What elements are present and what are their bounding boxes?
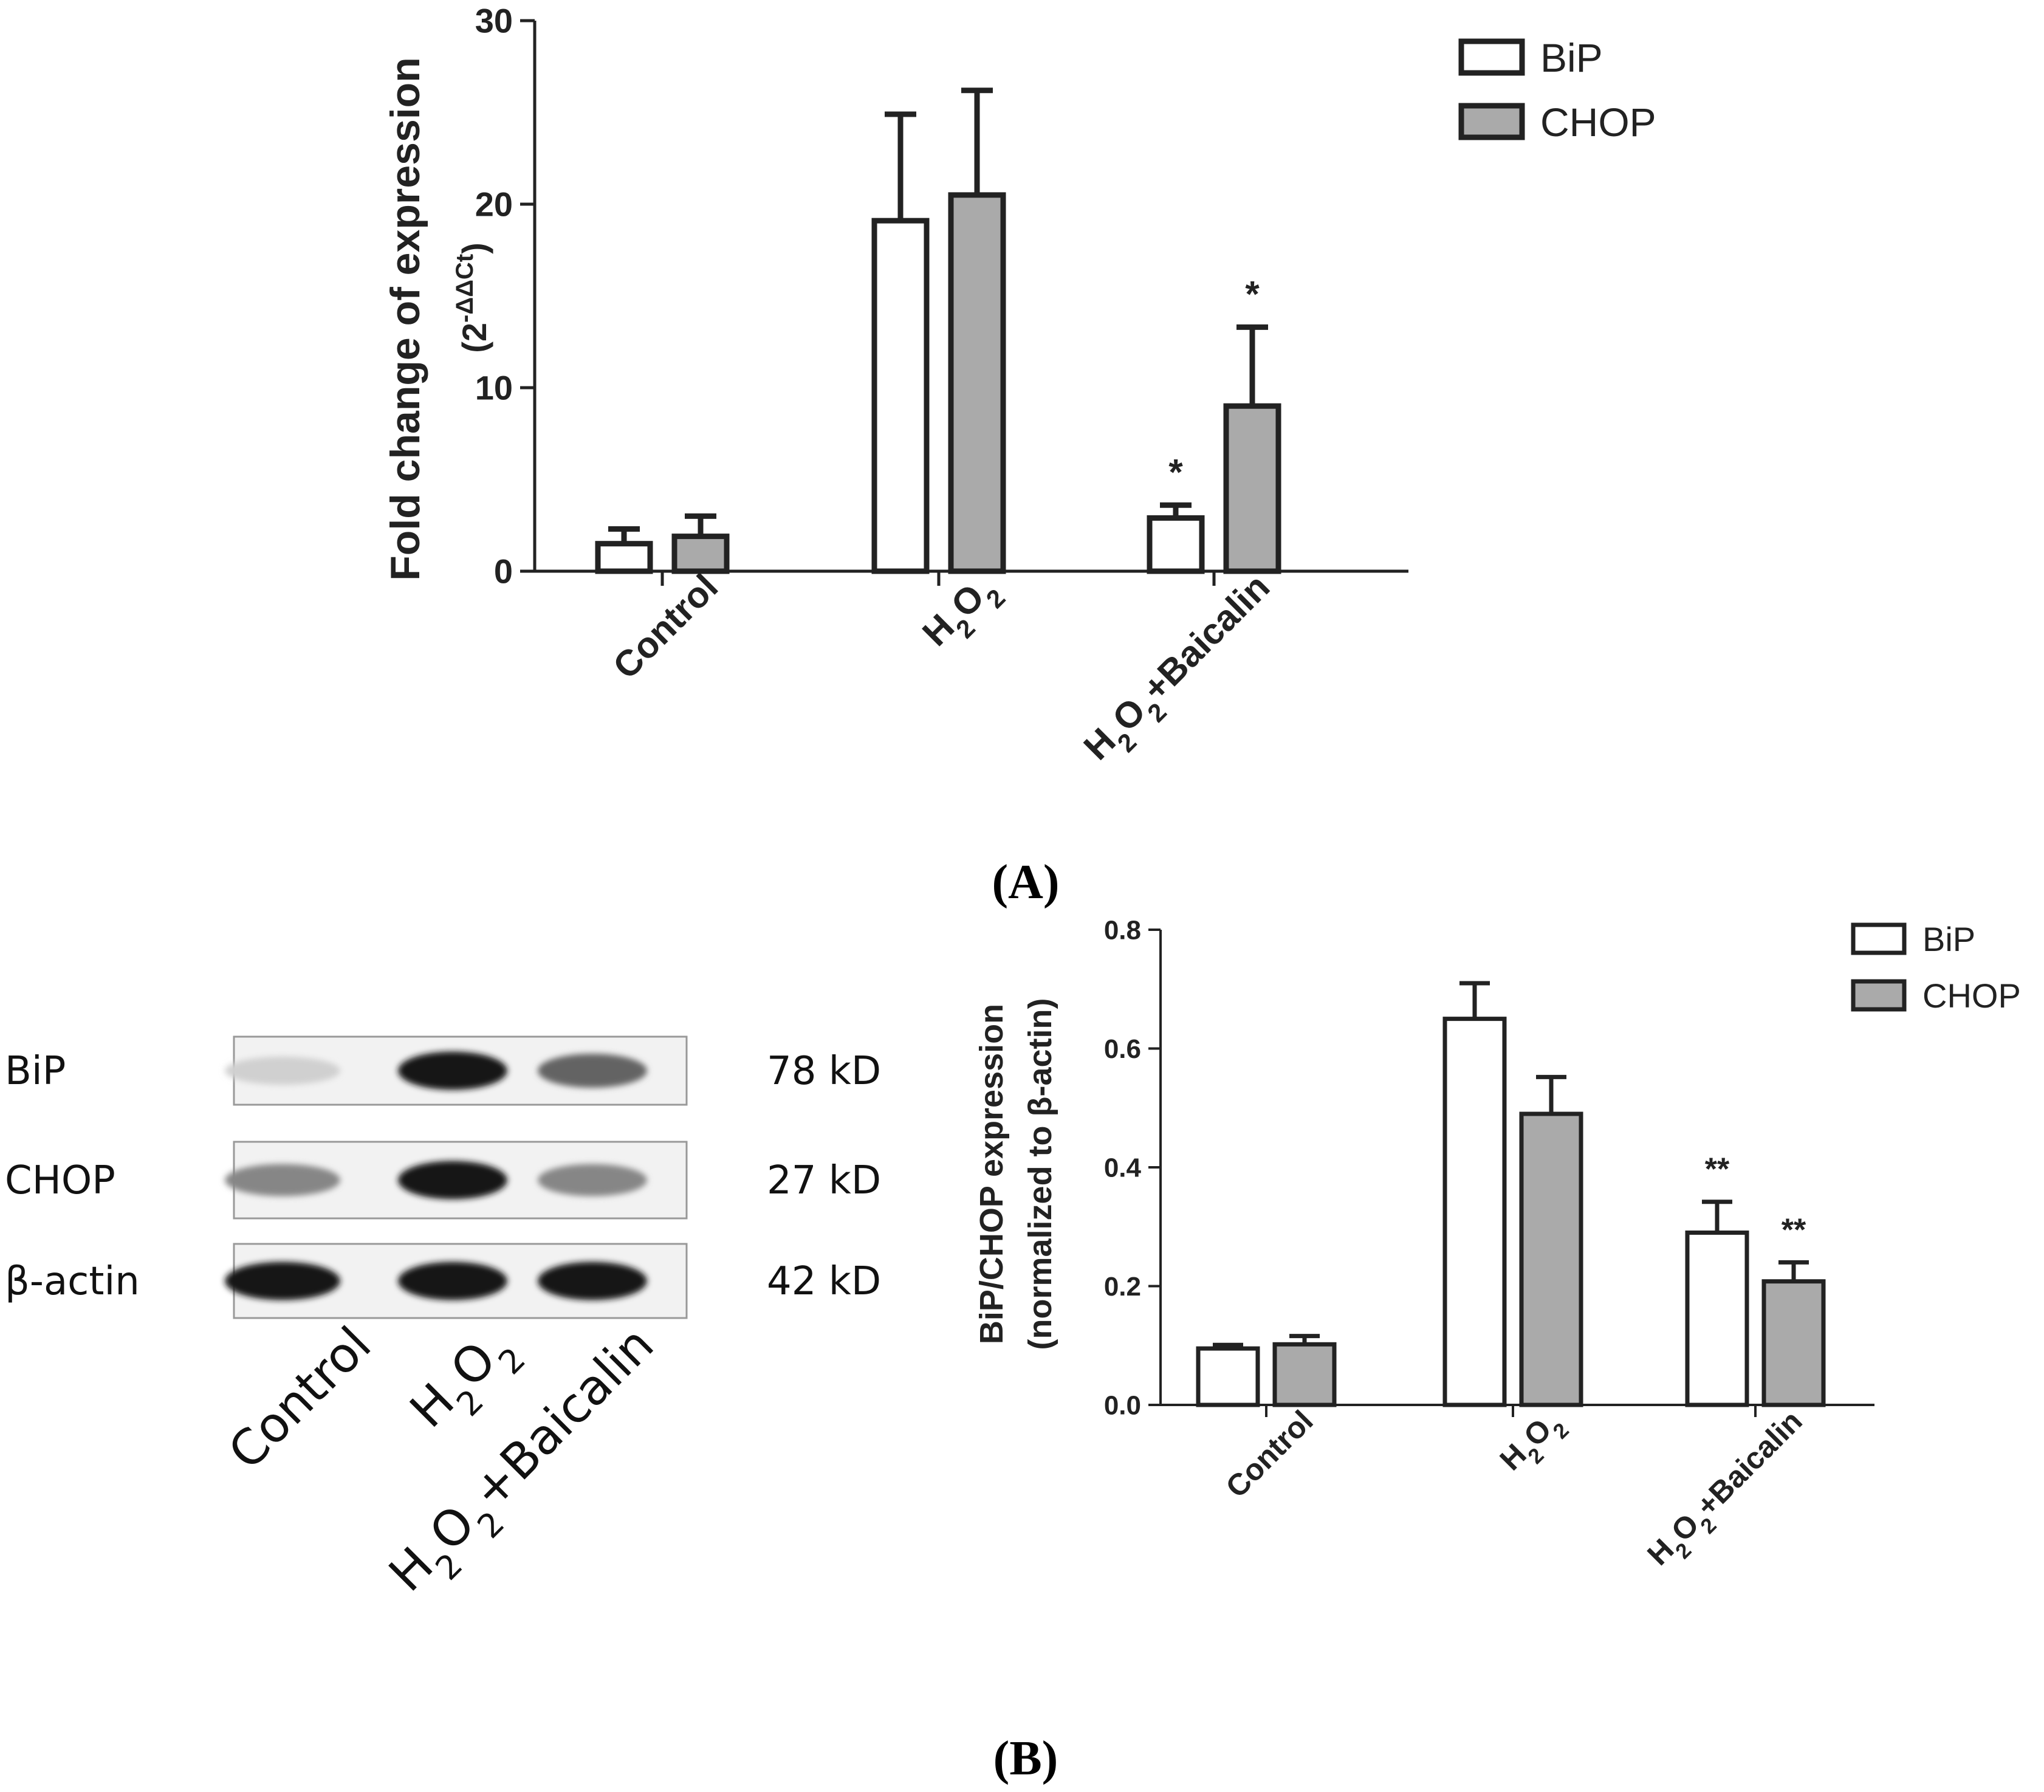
chart-b: ** ** 0.0 0.2 0.4 0.6 0.8 Control H2O2 H2O2+Bai…: [973, 915, 2021, 1579]
chart-a-y-ticks: 0 10 20 30: [475, 2, 535, 591]
legend-label-chop: CHOP: [1540, 100, 1656, 145]
x-tick-label: H2O2: [914, 566, 1010, 662]
legend-label-bip: BiP: [1922, 920, 1975, 958]
y-tick-label: 0.6: [1104, 1034, 1141, 1064]
bar-bip: [871, 218, 930, 574]
bar-chop: [1761, 1279, 1826, 1407]
blot-row-label: β-actin: [5, 1259, 140, 1304]
y-tick-label: 20: [475, 185, 513, 224]
x-tick-label-group: H2O2: [1494, 1404, 1574, 1484]
blot-lane-label: Control: [218, 1316, 382, 1480]
blot-size-label: 78 kD: [767, 1049, 881, 1094]
blot-row-label: CHOP: [5, 1158, 115, 1203]
significance-marker: *: [1168, 451, 1183, 492]
western-blot: BiP 78 kD CHOP 27 kD β-actin 42 kD Control H2O2…: [5, 1035, 881, 1613]
chart-a-legend: BiP CHOP: [1458, 35, 1656, 145]
bar-chop: [671, 534, 730, 574]
x-tick-label-group: Control: [605, 566, 725, 687]
x-tick-label-group: Control: [1219, 1404, 1320, 1504]
blot-lane-label-group: H2O2+Baicalin: [378, 1316, 675, 1613]
chart-b-y-ticks: 0.0 0.2 0.4 0.6 0.8: [1104, 915, 1161, 1420]
legend-swatch-chop: [1458, 103, 1525, 140]
chart-a-ylabel-line2: (2-ΔΔCt): [451, 242, 493, 352]
chart-b-ylabel-line1: BiP/CHOP expression: [973, 1004, 1010, 1344]
x-tick-label: Control: [1219, 1404, 1320, 1504]
blot-size-label: 27 kD: [767, 1158, 881, 1203]
y-tick-label: 0.8: [1104, 915, 1141, 945]
bar-bip: [1147, 515, 1205, 574]
legend-swatch-bip: [1458, 38, 1525, 76]
y-tick-label: 0: [494, 552, 513, 591]
legend-label-chop: CHOP: [1922, 977, 2021, 1015]
blot-band: [398, 1161, 507, 1200]
panel-b-label: (B): [993, 1732, 1058, 1785]
bar-chop: [948, 192, 1006, 574]
x-tick-label: Control: [605, 566, 725, 687]
y-tick-label: 0.2: [1104, 1272, 1141, 1302]
chart-a-y-axis-label-2: (2-ΔΔCt): [451, 242, 493, 352]
chart-b-x-labels: Control H2O2 H2O2+Baicalin: [1219, 1404, 1816, 1579]
legend-label-bip: BiP: [1540, 35, 1603, 80]
bar-bip: [1196, 1346, 1260, 1407]
panel-a-label: (A): [992, 856, 1059, 909]
blot-band: [225, 1056, 340, 1085]
x-tick-label-group: H2O2: [914, 566, 1010, 662]
bar-chop: [1223, 403, 1281, 574]
bar-bip: [595, 541, 653, 574]
blot-band: [225, 1164, 340, 1196]
x-tick-label: H2O2+Baicalin: [1076, 566, 1286, 776]
blot-band: [538, 1262, 647, 1300]
y-tick-label: 0.0: [1104, 1390, 1141, 1420]
blot-lane-label: H2O2+Baicalin: [378, 1316, 675, 1613]
x-tick-label: H2O2: [1494, 1404, 1574, 1484]
blot-band: [538, 1054, 647, 1088]
chart-b-y-axis-label-2: (normalized to β-actin): [1022, 998, 1058, 1350]
chart-a-bars: **: [595, 88, 1281, 574]
blot-band: [225, 1262, 340, 1300]
chart-b-ylabel-line2: (normalized to β-actin): [1022, 998, 1058, 1350]
chart-b-bars: ** **: [1196, 981, 1826, 1407]
legend-swatch-chop: [1851, 979, 1907, 1012]
legend-swatch-bip: [1851, 922, 1907, 955]
x-tick-label-group: H2O2+Baicalin: [1641, 1404, 1816, 1579]
bar-bip: [1442, 1017, 1507, 1407]
blot-band: [398, 1051, 507, 1090]
chart-a-y-axis-label: Fold change of expression: [382, 57, 428, 581]
blot-lane-label-group: Control: [218, 1316, 382, 1480]
x-tick-label-group: H2O2+Baicalin: [1076, 566, 1286, 776]
y-tick-label: 30: [475, 2, 513, 40]
blot-size-label: 42 kD: [767, 1259, 881, 1304]
significance-marker: **: [1705, 1152, 1730, 1187]
significance-marker: **: [1782, 1212, 1806, 1248]
chart-b-legend: BiP CHOP: [1851, 920, 2021, 1015]
bar-bip: [1685, 1231, 1749, 1407]
chart-b-y-axis-label: BiP/CHOP expression: [973, 1004, 1010, 1344]
bar-chop: [1272, 1342, 1337, 1407]
chart-a-x-labels: Control H2O2 H2O2+Baicalin: [605, 566, 1286, 776]
significance-marker: *: [1245, 273, 1260, 314]
chart-a-ylabel-line1: Fold change of expression: [382, 57, 428, 581]
y-tick-label: 10: [475, 369, 513, 407]
blot-row-label: BiP: [5, 1049, 66, 1094]
x-tick-label: H2O2+Baicalin: [1641, 1404, 1816, 1579]
bar-chop: [1519, 1111, 1583, 1407]
y-tick-label: 0.4: [1104, 1153, 1142, 1183]
blot-band: [538, 1164, 647, 1196]
blot-band: [398, 1262, 507, 1300]
